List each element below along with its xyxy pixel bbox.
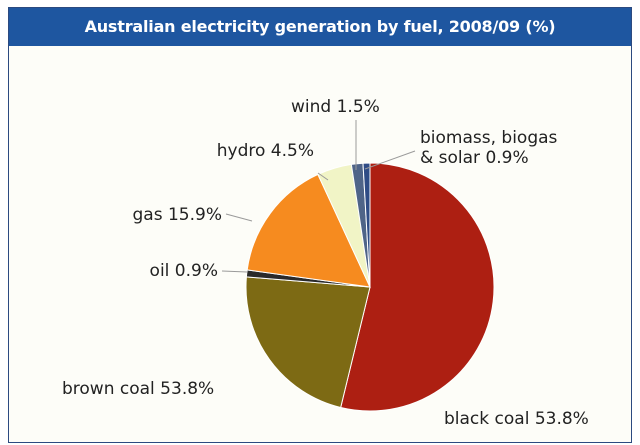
leader-line-oil — [221, 270, 248, 273]
leader-line-hydro — [317, 172, 329, 181]
slice-label-oil: oil 0.9% — [150, 261, 218, 281]
leader-line-gas — [225, 213, 253, 222]
pie-slice-biomass-biogas-solar — [362, 162, 371, 288]
slice-label-hydro: hydro 4.5% — [217, 141, 314, 161]
slice-label-brown-coal: brown coal 53.8% — [62, 379, 214, 399]
slice-label-wind: wind 1.5% — [291, 97, 380, 117]
slice-label-gas: gas 15.9% — [133, 205, 222, 225]
slice-label-biomass-biogas-solar: biomass, biogas & solar 0.9% — [420, 128, 558, 168]
chart-title: Australian electricity generation by fue… — [9, 8, 631, 46]
pie-slice-black-coal — [340, 162, 495, 412]
slice-label-black-coal: black coal 53.8% — [444, 409, 589, 429]
pie-slice-gas — [246, 173, 371, 288]
leader-line-biomass-biogas-solar — [364, 150, 416, 170]
pie-slice-brown-coal — [245, 276, 371, 409]
